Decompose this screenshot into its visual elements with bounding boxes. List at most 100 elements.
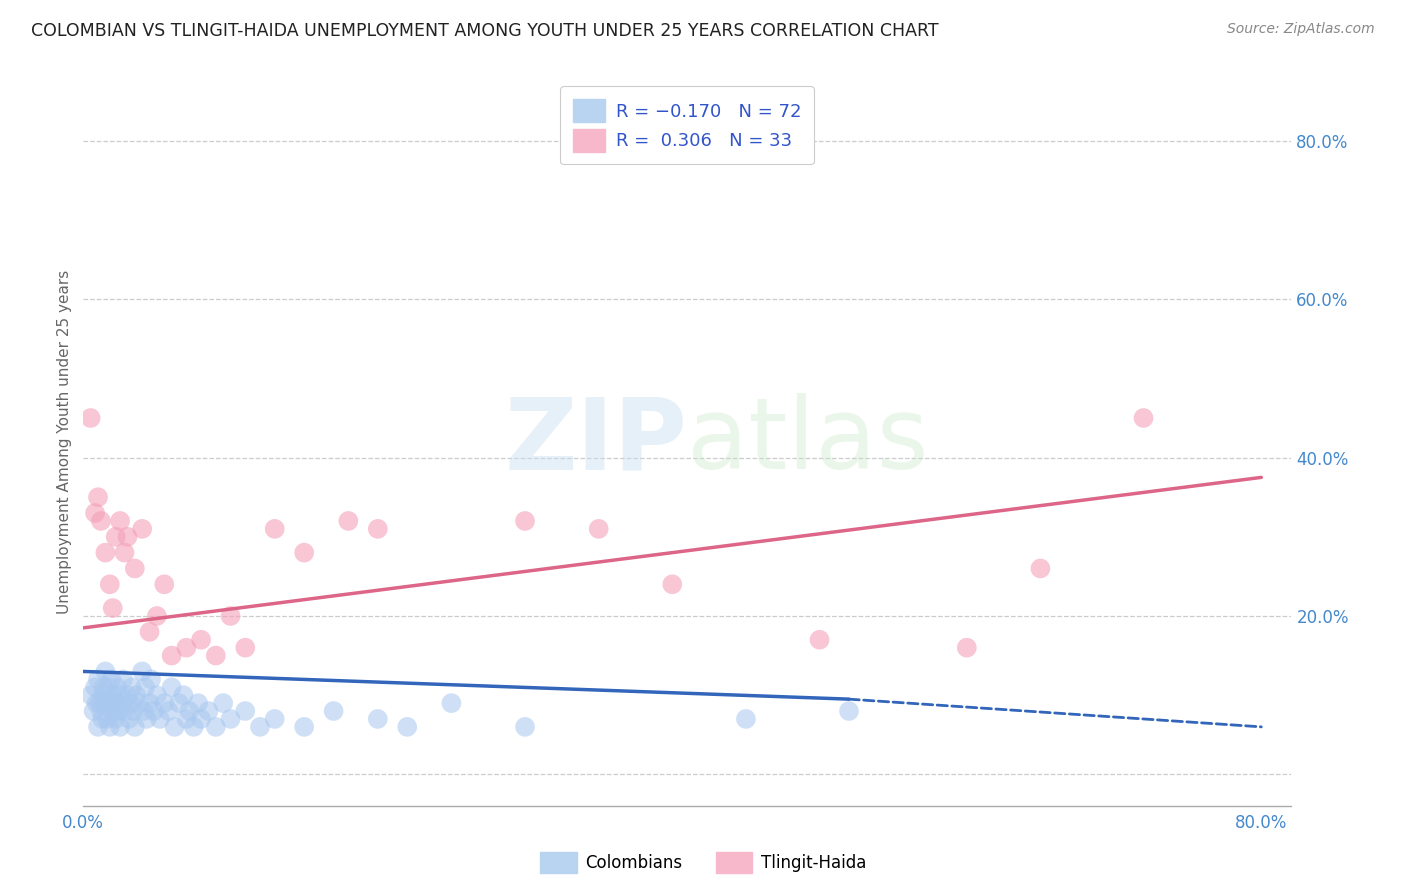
Point (160, 648, 183, 663)
Point (108, 688, 131, 702)
Point (117, 688, 139, 702)
Point (112, 673, 135, 687)
Point (367, 712, 389, 726)
Point (190, 632, 212, 647)
Point (190, 712, 212, 726)
Point (84, 680, 107, 694)
Text: atlas: atlas (688, 393, 928, 491)
Point (124, 720, 146, 734)
Point (513, 720, 536, 734)
Point (138, 696, 160, 710)
Point (131, 665, 153, 679)
Point (367, 522, 389, 536)
Point (157, 704, 180, 718)
Point (87, 673, 110, 687)
Point (114, 546, 136, 560)
Point (100, 673, 122, 687)
Point (104, 530, 127, 544)
Point (396, 720, 419, 734)
Point (93, 680, 115, 694)
Point (838, 704, 860, 718)
Point (204, 720, 226, 734)
Point (588, 522, 610, 536)
Point (219, 712, 242, 726)
Point (160, 680, 183, 694)
Point (98, 577, 121, 591)
Point (121, 680, 143, 694)
Point (179, 704, 201, 718)
Point (146, 609, 169, 624)
Point (89, 696, 111, 710)
Legend: R = −0.170   N = 72, R =  0.306   N = 33: R = −0.170 N = 72, R = 0.306 N = 33 (560, 87, 814, 164)
Point (101, 704, 124, 718)
Point (204, 648, 226, 663)
Point (292, 720, 315, 734)
Point (94, 665, 117, 679)
Y-axis label: Unemployment Among Youth under 25 years: Unemployment Among Youth under 25 years (58, 269, 72, 614)
Point (98, 696, 121, 710)
Point (108, 720, 131, 734)
Point (337, 514, 360, 528)
Point (263, 712, 285, 726)
Point (131, 522, 153, 536)
Point (97, 680, 120, 694)
Point (90, 704, 112, 718)
Point (124, 561, 146, 575)
Point (134, 680, 156, 694)
Point (103, 696, 125, 710)
Point (153, 696, 176, 710)
Point (1029, 561, 1052, 575)
Point (138, 624, 160, 639)
Text: Source: ZipAtlas.com: Source: ZipAtlas.com (1227, 22, 1375, 37)
Point (114, 704, 136, 718)
Point (91, 712, 114, 726)
Point (176, 640, 198, 655)
Point (956, 640, 979, 655)
Text: ZIP: ZIP (505, 393, 688, 491)
Point (233, 640, 256, 655)
Point (440, 696, 463, 710)
Legend: Colombians, Tlingit-Haida: Colombians, Tlingit-Haida (533, 846, 873, 880)
Point (197, 704, 219, 718)
Point (79, 411, 101, 425)
Point (104, 712, 127, 726)
Point (91, 688, 114, 702)
Point (187, 696, 209, 710)
Point (249, 720, 271, 734)
Point (661, 577, 683, 591)
Point (118, 712, 141, 726)
Point (84, 506, 107, 520)
Point (139, 673, 162, 687)
Point (233, 704, 256, 718)
Point (176, 712, 198, 726)
Point (108, 514, 131, 528)
Point (808, 632, 831, 647)
Point (90, 514, 112, 528)
Point (79, 688, 101, 702)
Text: COLOMBIAN VS TLINGIT-HAIDA UNEMPLOYMENT AMONG YOUTH UNDER 25 YEARS CORRELATION C: COLOMBIAN VS TLINGIT-HAIDA UNEMPLOYMENT … (31, 22, 939, 40)
Point (94, 696, 117, 710)
Point (135, 712, 157, 726)
Point (735, 712, 758, 726)
Point (122, 704, 145, 718)
Point (513, 514, 536, 528)
Point (263, 522, 285, 536)
Point (128, 696, 150, 710)
Point (153, 577, 176, 591)
Point (101, 601, 124, 615)
Point (167, 696, 190, 710)
Point (163, 720, 186, 734)
Point (125, 688, 148, 702)
Point (172, 688, 194, 702)
Point (292, 546, 315, 560)
Point (1132, 411, 1154, 425)
Point (183, 720, 205, 734)
Point (146, 688, 169, 702)
Point (86, 696, 108, 710)
Point (132, 704, 155, 718)
Point (219, 609, 242, 624)
Point (101, 688, 124, 702)
Point (143, 704, 166, 718)
Point (94, 546, 117, 560)
Point (105, 680, 128, 694)
